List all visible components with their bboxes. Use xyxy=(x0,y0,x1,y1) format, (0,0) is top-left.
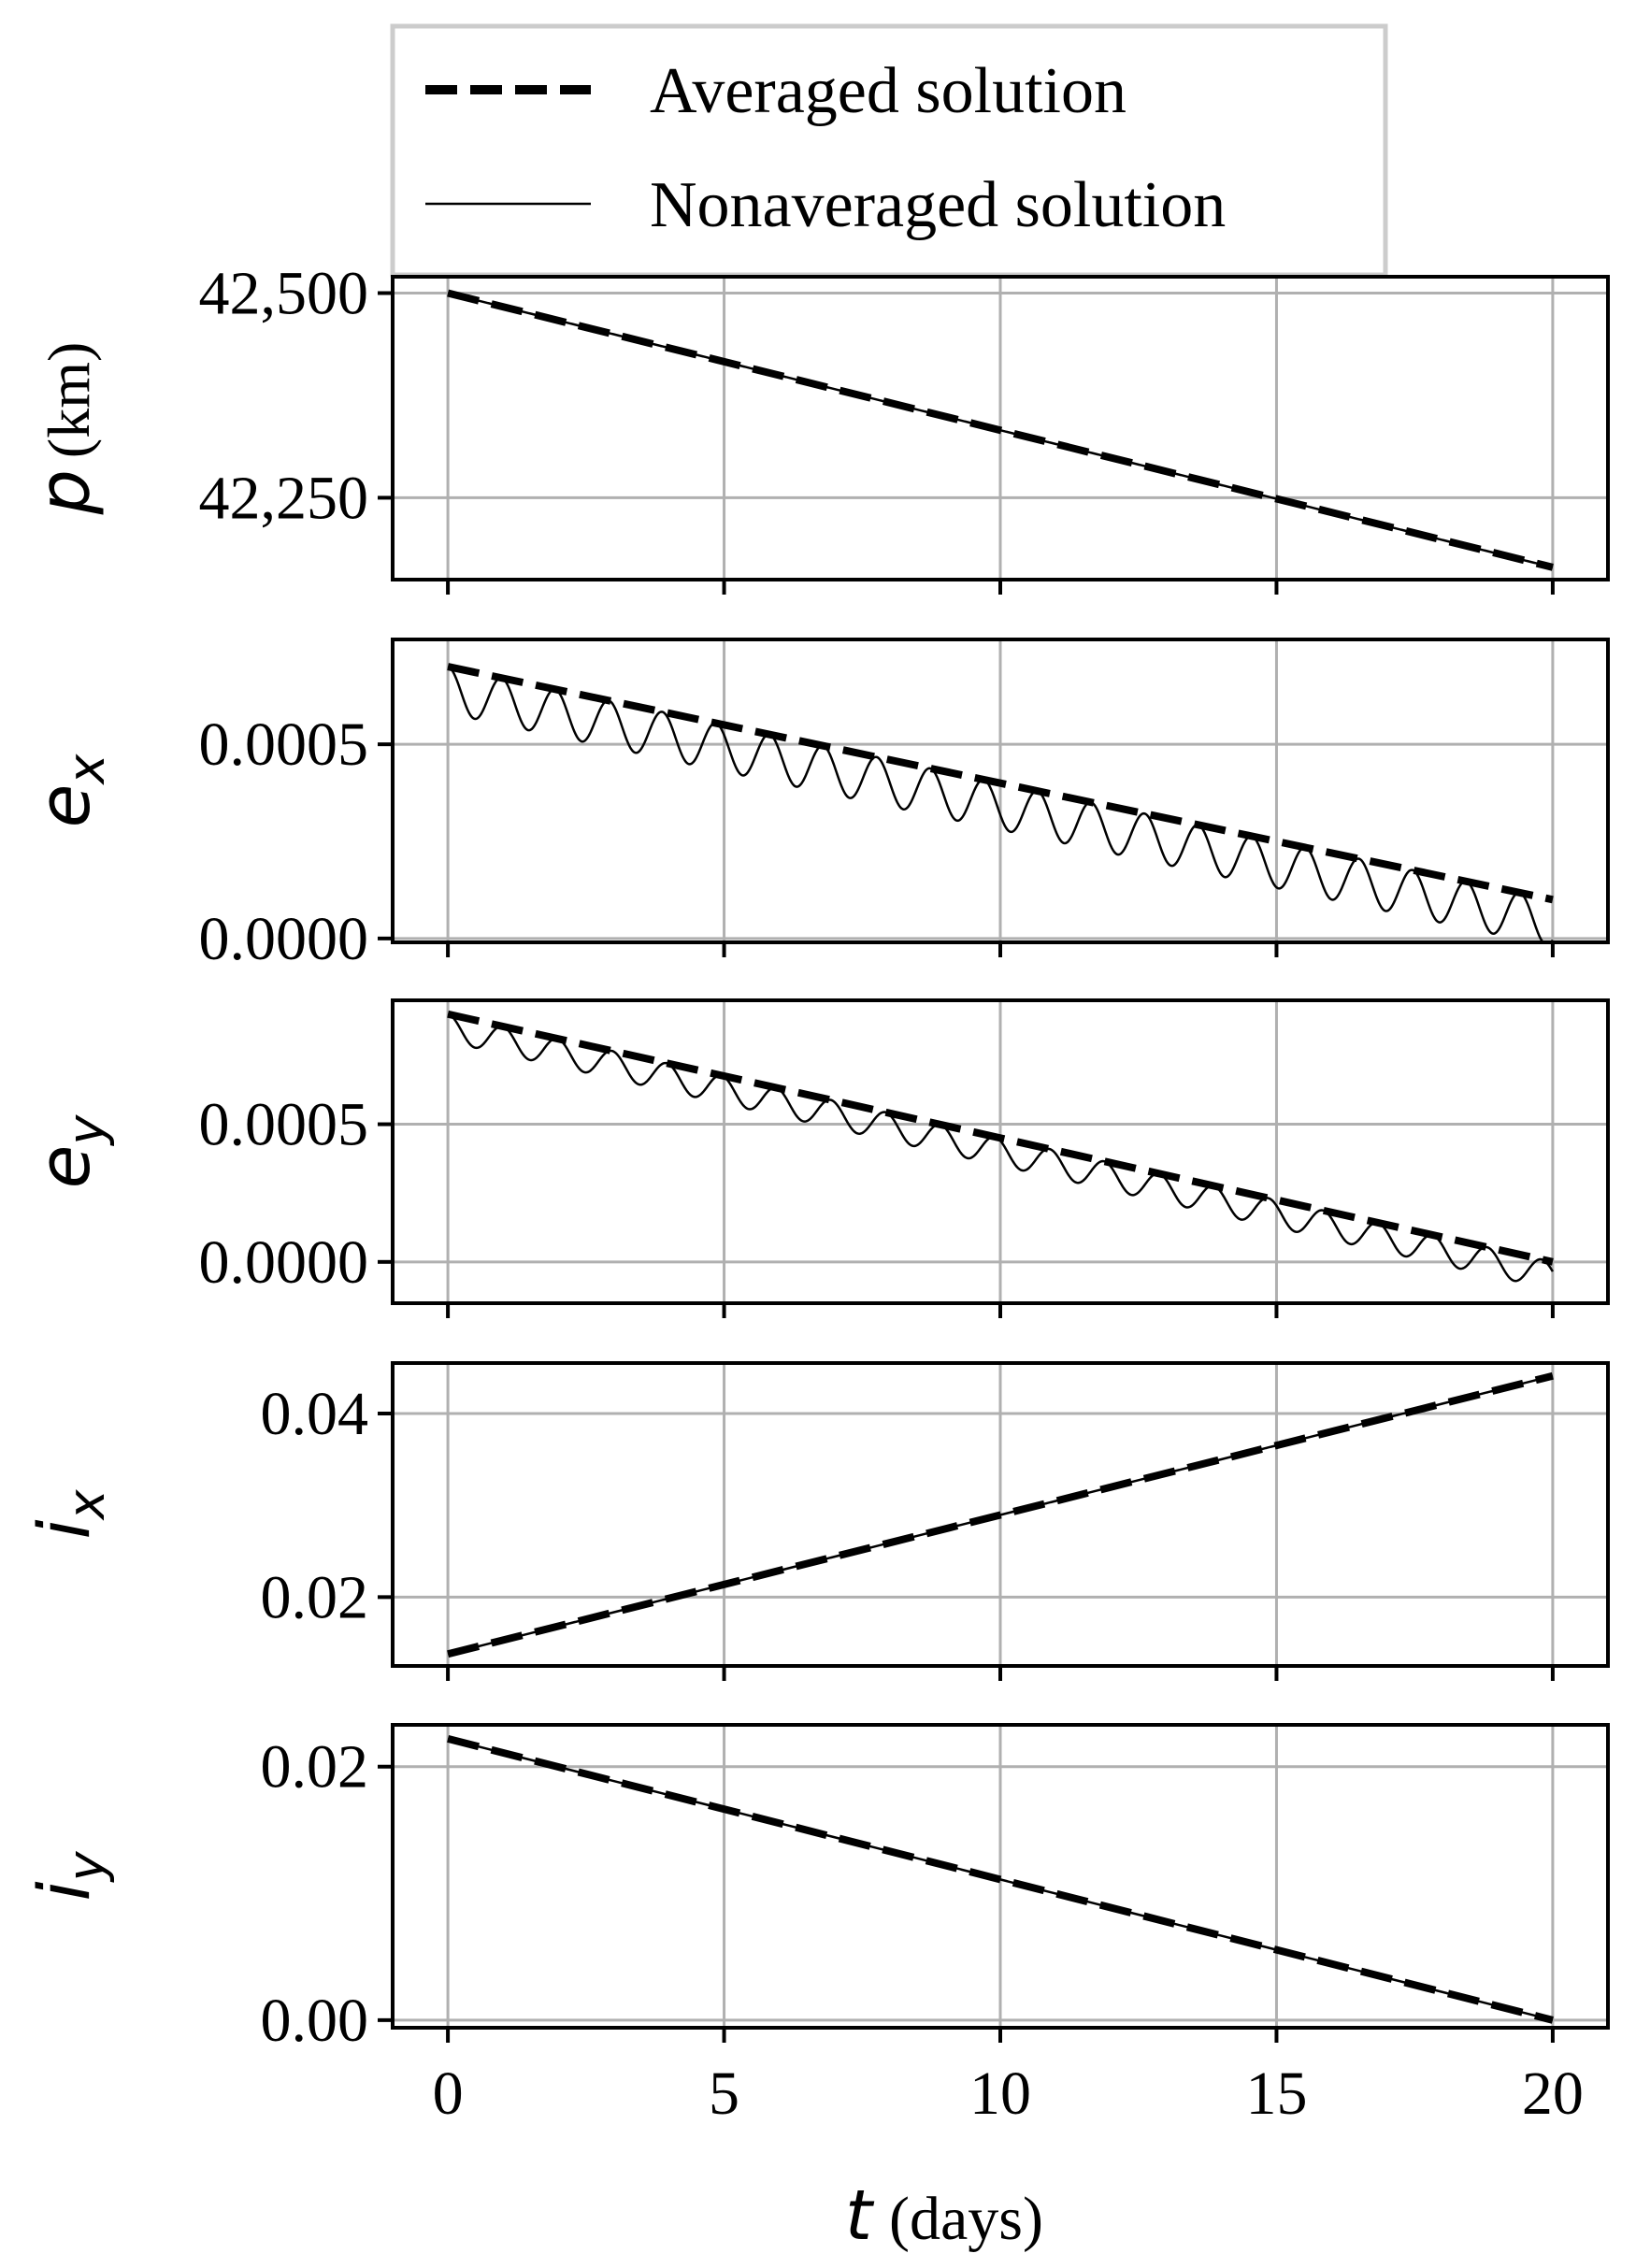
series-averaged-line xyxy=(447,1010,1554,1266)
y-tick-label: 0.02 xyxy=(261,1563,369,1631)
y-tick-label: 0.04 xyxy=(261,1380,369,1448)
legend-frame xyxy=(390,23,1388,278)
y-axis-subscript: y xyxy=(57,1114,116,1147)
y-tick-label: 42,250 xyxy=(199,464,369,532)
panel-ex: 0.0000 0.0005 ex xyxy=(22,638,1610,973)
legend-label-nonaveraged: Nonaveraged solution xyxy=(650,169,1226,241)
y-axis-label: ey xyxy=(22,1114,116,1189)
x-tick-label: 20 xyxy=(1522,2060,1584,2128)
y-tick-label: 42,500 xyxy=(199,260,369,328)
panel-iy: 0.00 0.02 iy xyxy=(22,1723,1610,2055)
panel-frame xyxy=(391,638,1610,944)
panel-frame xyxy=(391,998,1610,1305)
panel-series xyxy=(447,1010,1554,1283)
panel-series xyxy=(447,289,1554,571)
y-axis-symbol: i xyxy=(22,1519,106,1539)
y-axis-unit: (km) xyxy=(36,342,102,458)
legend: Averaged solution Nonaveraged solution xyxy=(390,23,1388,278)
panel-frame xyxy=(391,1723,1610,2030)
y-axis-symbol: i xyxy=(22,1881,106,1901)
y-tick-label: 0.0000 xyxy=(199,905,369,973)
x-tick-label: 0 xyxy=(433,2060,464,2128)
y-axis-label: ix xyxy=(22,1488,116,1539)
y-axis-subscript: x xyxy=(57,754,116,786)
y-tick-label: 0.0000 xyxy=(199,1228,369,1297)
y-axis-label: iy xyxy=(22,1850,116,1901)
legend-label-averaged: Averaged solution xyxy=(650,55,1127,127)
y-axis-subscript: x xyxy=(57,1488,116,1521)
y-axis-label: p (km) xyxy=(22,342,106,516)
x-axis: 0 5 10 15 20 xyxy=(433,2060,1584,2128)
x-axis-symbol: t xyxy=(845,2175,875,2256)
y-axis-subscript: y xyxy=(57,1850,116,1883)
panel-p: 42,250 42,500 p (km) xyxy=(22,260,1610,595)
panel-ey: 0.0000 0.0005 ey xyxy=(22,998,1610,1318)
panel-series xyxy=(447,1371,1554,1658)
panel-ix: 0.02 0.04 ix xyxy=(22,1361,1610,1681)
y-axis-symbol: p xyxy=(22,469,106,515)
x-tick-label: 15 xyxy=(1245,2060,1307,2128)
y-tick-label: 0.00 xyxy=(261,1987,369,2055)
panel-frame xyxy=(391,1361,1610,1668)
series-averaged-line xyxy=(447,1735,1554,2024)
series-averaged-line xyxy=(447,1371,1554,1658)
y-axis-symbol: e xyxy=(22,784,106,828)
x-tick-label: 10 xyxy=(969,2060,1031,2128)
y-tick-label: 0.0005 xyxy=(199,711,369,779)
panels: 42,25042,500p(km)0.00000.0005ex0.00000.0… xyxy=(22,260,1610,2055)
panel-frame xyxy=(391,275,1610,581)
x-tick-label: 5 xyxy=(709,2060,739,2128)
x-axis-label: t (days) xyxy=(845,2175,1043,2256)
series-averaged-line xyxy=(447,663,1554,904)
series-averaged-line xyxy=(447,289,1554,571)
panel-series xyxy=(447,663,1554,942)
y-tick-label: 0.0005 xyxy=(199,1091,369,1159)
y-axis-label: ex xyxy=(22,754,116,828)
y-tick-label: 0.02 xyxy=(261,1733,369,1801)
x-axis-unit: (days) xyxy=(889,2185,1043,2253)
series-nonaveraged-line xyxy=(447,665,1554,942)
panel-series xyxy=(447,1735,1554,2024)
y-axis-symbol: e xyxy=(22,1145,106,1189)
